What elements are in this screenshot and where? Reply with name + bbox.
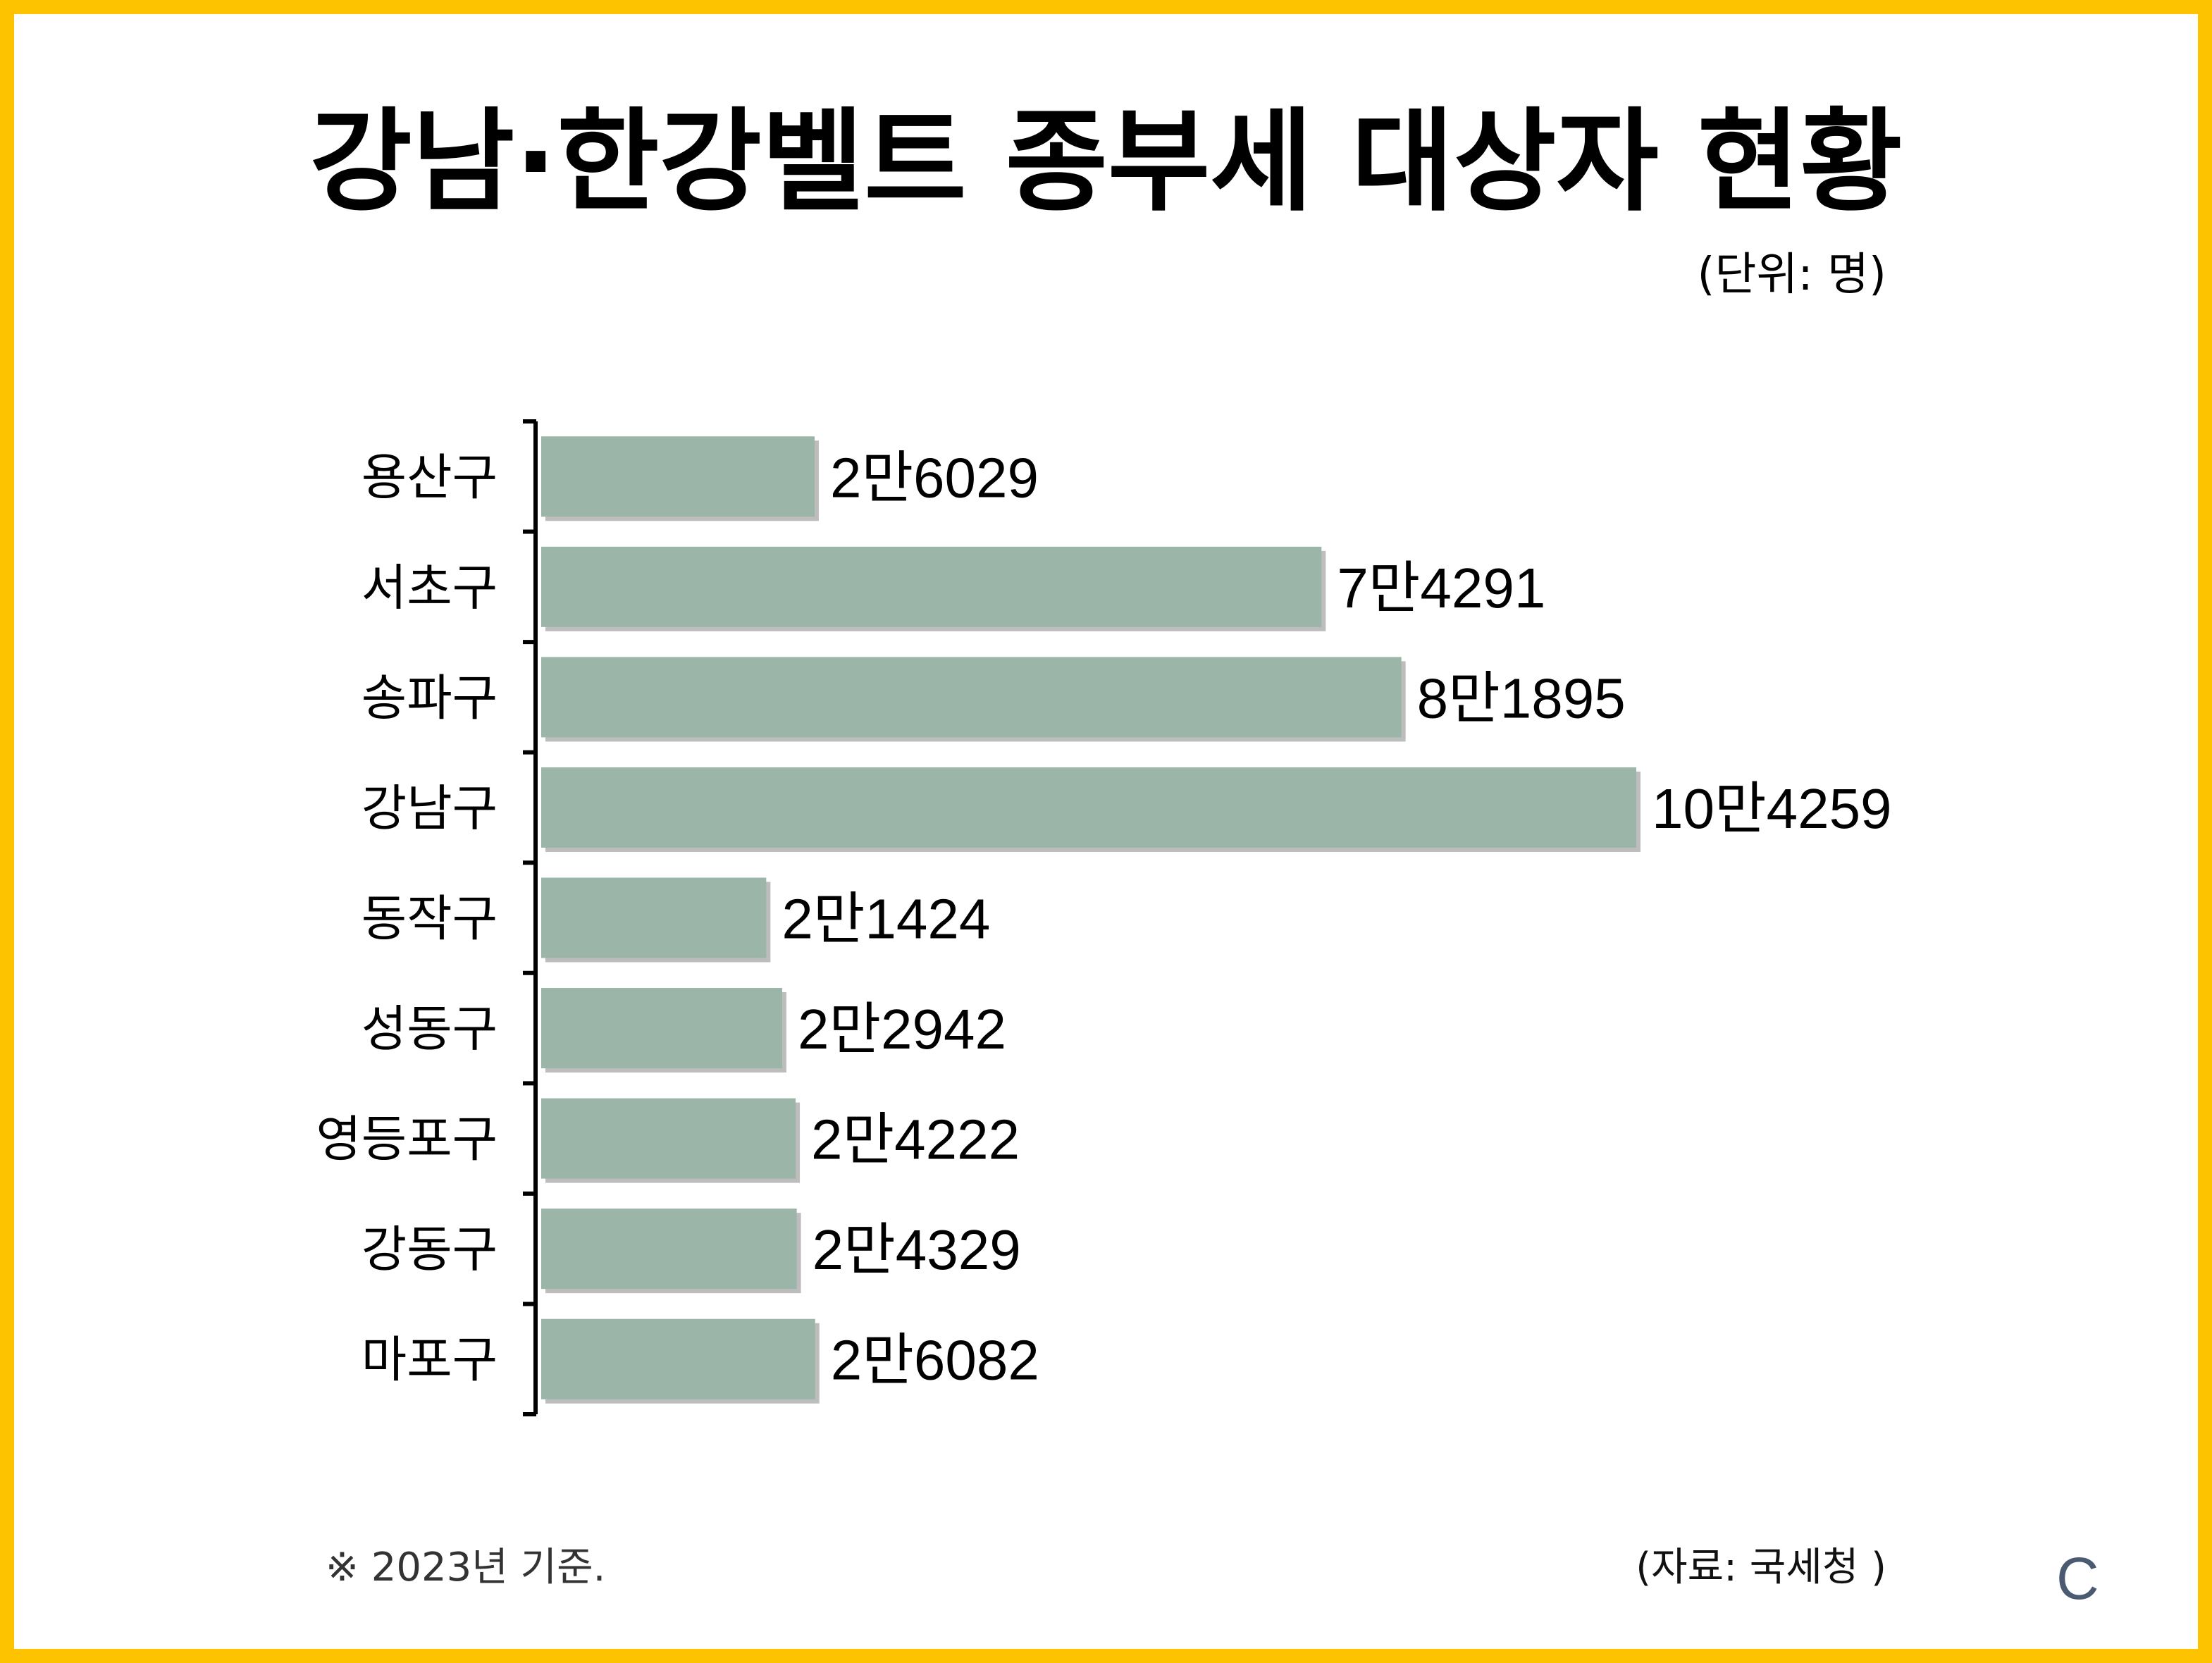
bar	[541, 767, 1636, 848]
value-label: 7만4291	[1337, 557, 1545, 619]
unit-label: (단위: 명)	[1697, 249, 1886, 301]
category-label: 서초구	[362, 559, 498, 617]
bar	[541, 657, 1402, 738]
category-label: 용산구	[362, 448, 498, 506]
value-label: 2만1424	[781, 888, 990, 951]
bar	[541, 436, 815, 517]
value-label: 2만4329	[812, 1218, 1021, 1281]
bar	[541, 1208, 797, 1290]
source-note: (자료: 국세청 )	[1636, 1545, 1886, 1590]
value-label: 2만4222	[811, 1108, 1020, 1171]
bars-layer	[541, 436, 1641, 1404]
bar	[541, 1098, 796, 1179]
category-label: 강동구	[362, 1220, 498, 1278]
category-label: 강남구	[362, 779, 498, 837]
chart-title: 강남·한강벨트 종부세 대상자 현황	[309, 97, 1903, 227]
category-label: 송파구	[362, 669, 498, 727]
labels-layer: 용산구 2만6029 서초구 7만4291 송파구 8만1895 강남구 10만4259 동작구…	[316, 446, 1891, 1391]
value-label: 2만2942	[798, 998, 1006, 1061]
bar	[541, 988, 782, 1069]
footnote: ※ 2023년 기준.	[326, 1545, 606, 1590]
bar	[541, 1318, 815, 1399]
bar	[541, 546, 1322, 627]
value-label: 2만6029	[830, 446, 1039, 509]
category-label: 마포구	[362, 1331, 498, 1389]
category-label: 동작구	[362, 890, 498, 948]
bar	[541, 877, 767, 958]
category-axis	[523, 419, 538, 1416]
category-label: 성동구	[362, 1000, 498, 1058]
value-label: 2만6082	[831, 1329, 1039, 1392]
publisher-logo: C	[2056, 1545, 2099, 1612]
value-label: 8만1895	[1417, 667, 1626, 729]
category-label: 영등포구	[316, 1111, 498, 1168]
value-label: 10만4259	[1652, 777, 1892, 840]
